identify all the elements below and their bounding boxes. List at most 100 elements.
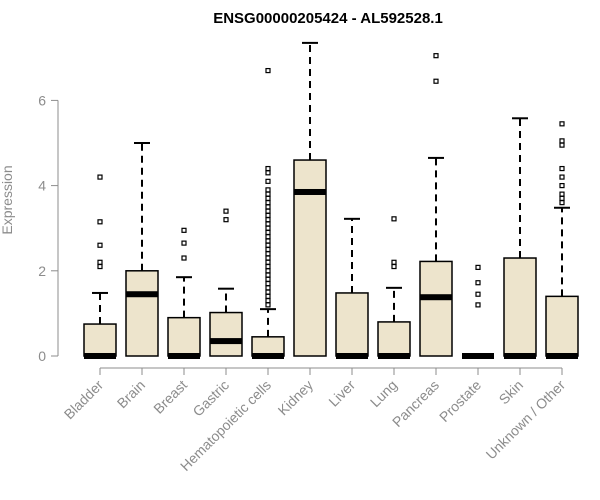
- box-pancreas: [419, 53, 453, 357]
- chart-title: ENSG00000205424 - AL592528.1: [213, 10, 443, 27]
- outlier-point: [265, 289, 271, 295]
- outlier-point: [265, 165, 271, 172]
- outlier-point: [265, 242, 271, 248]
- box-unknown-other: [545, 121, 579, 359]
- y-axis-label: Expression: [0, 165, 15, 234]
- outlier-point: [559, 191, 565, 197]
- outlier-point: [559, 195, 565, 201]
- outlier-point: [433, 78, 439, 84]
- outlier-point: [265, 272, 271, 278]
- outlier-point: [265, 217, 271, 223]
- outlier-point: [559, 142, 565, 148]
- outlier-point: [265, 212, 271, 219]
- x-tick-label: Kidney: [275, 377, 317, 419]
- outlier-point: [265, 67, 271, 74]
- y-tick-label: 6: [38, 92, 46, 108]
- outlier-point: [265, 208, 271, 214]
- median-bar: [252, 353, 284, 359]
- outlier-point: [265, 255, 271, 261]
- box-body: [377, 321, 411, 357]
- median-bar: [420, 294, 452, 301]
- box-body: [209, 311, 243, 357]
- outlier-point: [265, 229, 271, 236]
- median-bar: [84, 353, 116, 359]
- box-body: [419, 260, 453, 357]
- outlier-point: [265, 187, 271, 193]
- outlier-point: [265, 293, 271, 299]
- outlier-point: [265, 268, 271, 274]
- outlier-point: [559, 165, 565, 172]
- box-body: [335, 292, 369, 357]
- outlier-point: [265, 276, 271, 282]
- outlier-point: [559, 200, 565, 206]
- x-tick-label: Bladder: [61, 377, 107, 423]
- median-bar: [546, 353, 578, 359]
- box-prostate: [462, 264, 494, 359]
- outlier-point: [97, 219, 103, 225]
- outlier-point: [475, 302, 481, 308]
- box-skin: [503, 117, 537, 359]
- outlier-point: [391, 216, 397, 222]
- outlier-point: [391, 263, 397, 270]
- outlier-point: [265, 238, 271, 244]
- outlier-point: [223, 208, 229, 214]
- outlier-point: [265, 259, 271, 265]
- box-hematopoietic-cells: [251, 67, 285, 359]
- y-axis: 0 2 4 6: [38, 92, 59, 364]
- outlier-point: [265, 285, 271, 291]
- outlier-point: [97, 242, 103, 248]
- outlier-point: [559, 138, 565, 144]
- outlier-point: [181, 227, 187, 233]
- x-tick-label: Brain: [114, 377, 148, 411]
- box-gastric: [209, 208, 243, 357]
- x-tick-label: Liver: [325, 377, 358, 410]
- outlier-point: [181, 240, 187, 246]
- outlier-point: [265, 195, 271, 201]
- outlier-point: [391, 259, 397, 265]
- box-lung: [377, 216, 411, 359]
- outlier-point: [559, 121, 565, 127]
- outlier-point: [97, 263, 103, 270]
- outlier-point: [265, 234, 271, 240]
- box-breast: [167, 227, 201, 359]
- outlier-point: [265, 191, 271, 197]
- outlier-point: [265, 204, 271, 210]
- outlier-point: [265, 298, 271, 304]
- outlier-point: [433, 53, 439, 59]
- box-body: [125, 270, 159, 357]
- box-bladder: [83, 174, 117, 359]
- x-tick-label: Lung: [367, 377, 400, 410]
- outlier-point: [97, 174, 103, 180]
- x-tick-label: Prostate: [436, 377, 484, 425]
- x-tick-label: Unknown / Other: [483, 377, 569, 463]
- outlier-point: [181, 255, 187, 261]
- median-bar: [126, 291, 158, 298]
- outlier-point: [265, 200, 271, 206]
- outlier-point: [265, 246, 271, 253]
- box-liver: [335, 217, 369, 359]
- outlier-point: [265, 302, 271, 308]
- outlier-point: [475, 291, 481, 297]
- outlier-point: [559, 183, 565, 189]
- box-body: [545, 295, 579, 357]
- outlier-point: [475, 280, 481, 286]
- median-bar: [210, 338, 242, 345]
- y-tick-label: 2: [38, 263, 46, 279]
- outlier-point: [265, 280, 271, 287]
- x-tick-label: Skin: [496, 377, 527, 408]
- outlier-point: [475, 264, 481, 270]
- median-bar: [294, 188, 326, 195]
- outlier-point: [223, 217, 229, 223]
- outlier-point: [265, 225, 271, 231]
- x-tick-label: Pancreas: [389, 377, 442, 430]
- x-tick-label: Breast: [150, 377, 190, 417]
- y-tick-label: 4: [38, 178, 46, 194]
- boxes-group: [83, 41, 579, 359]
- median-bar: [168, 353, 200, 359]
- outlier-point: [265, 263, 271, 270]
- median-bar: [336, 353, 368, 359]
- outlier-point: [265, 251, 271, 257]
